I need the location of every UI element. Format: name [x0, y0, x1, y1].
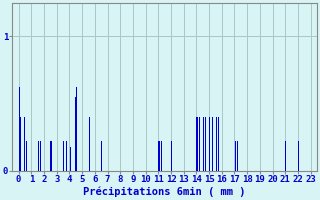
Bar [203, 117, 204, 171]
Bar [24, 117, 25, 171]
Bar [235, 141, 236, 171]
Bar [51, 141, 52, 171]
Bar [205, 117, 206, 171]
Bar [19, 87, 20, 171]
Bar [89, 117, 90, 171]
Bar [212, 117, 213, 171]
Bar [158, 141, 160, 171]
Bar [199, 117, 200, 171]
Bar [285, 141, 286, 171]
Bar [75, 97, 76, 171]
Bar [196, 117, 198, 171]
Bar [237, 141, 238, 171]
Bar [38, 141, 39, 171]
Bar [171, 141, 172, 171]
Bar [63, 141, 64, 171]
Bar [40, 141, 42, 171]
Bar [215, 117, 217, 171]
Bar [298, 141, 299, 171]
Bar [161, 141, 162, 171]
Bar [20, 117, 21, 171]
Bar [218, 117, 219, 171]
Bar [69, 147, 71, 171]
Bar [101, 141, 102, 171]
Bar [26, 141, 28, 171]
X-axis label: Précipitations 6min ( mm ): Précipitations 6min ( mm ) [84, 187, 246, 197]
Bar [76, 87, 77, 171]
Bar [209, 117, 210, 171]
Bar [66, 141, 67, 171]
